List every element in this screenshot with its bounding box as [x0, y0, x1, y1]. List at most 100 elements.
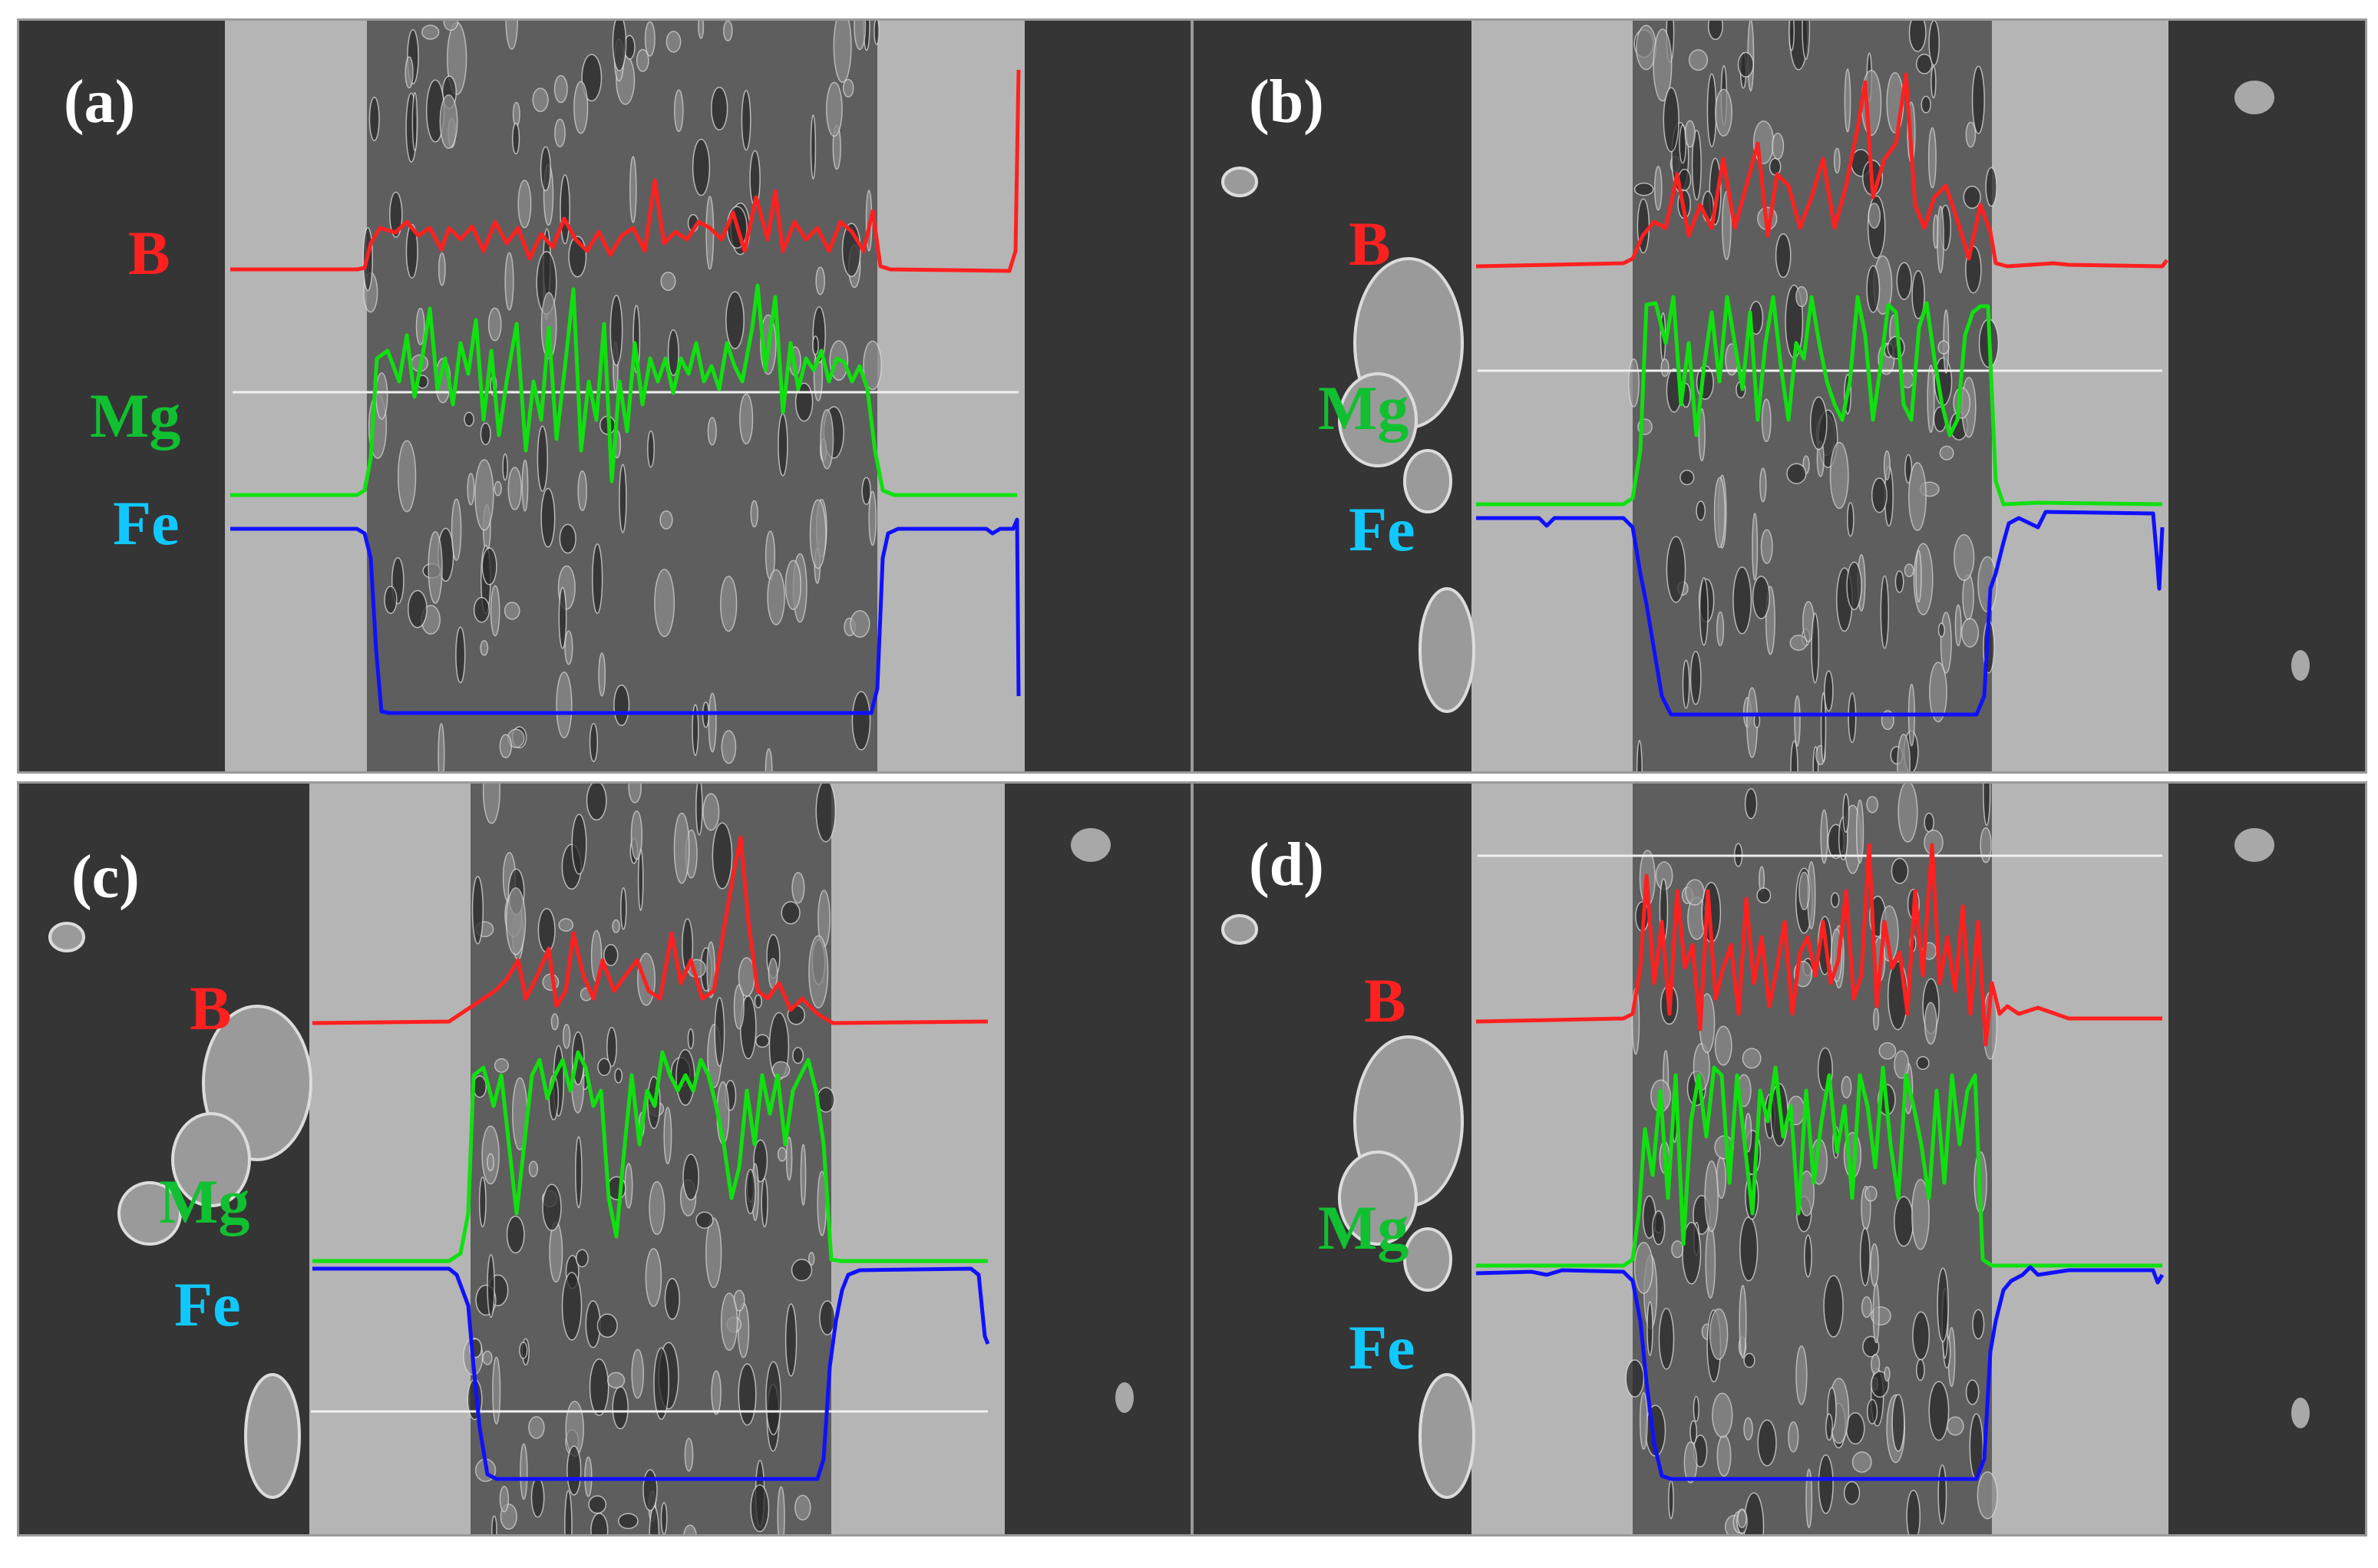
pore	[674, 89, 684, 132]
pore	[660, 272, 676, 291]
pore	[1732, 566, 1752, 635]
pore	[811, 335, 819, 355]
pore	[1658, 1307, 1675, 1370]
pore	[411, 91, 418, 152]
pore	[755, 1034, 770, 1048]
pore	[1897, 733, 1911, 771]
pore	[519, 1342, 528, 1359]
pore	[1809, 396, 1828, 451]
pore	[1761, 398, 1772, 443]
pore	[1833, 147, 1841, 174]
pore	[815, 784, 837, 843]
pore	[1985, 167, 1998, 207]
pore	[619, 464, 627, 533]
pore	[1965, 121, 1977, 148]
pore	[554, 118, 566, 148]
pore	[771, 1061, 791, 1078]
pore	[428, 531, 443, 604]
pore	[820, 409, 834, 470]
pore	[628, 784, 642, 804]
pore	[1841, 1075, 1852, 1099]
pore	[1737, 1509, 1747, 1529]
mg-label: Mg	[1318, 373, 1409, 443]
pore	[556, 672, 573, 738]
fe-label: Fe	[113, 488, 179, 558]
pore	[1820, 692, 1827, 763]
pore	[1928, 1381, 1950, 1441]
pore	[684, 1438, 694, 1472]
pore	[451, 498, 462, 561]
pore	[723, 21, 733, 41]
pore	[490, 585, 500, 637]
pore	[854, 21, 867, 51]
pore	[491, 1515, 497, 1534]
pore	[1924, 812, 1934, 833]
pore	[1861, 69, 1882, 136]
pore	[637, 848, 644, 912]
pore	[1752, 576, 1771, 619]
pore	[1825, 1413, 1833, 1441]
pore	[1722, 190, 1732, 260]
pore	[1960, 618, 1980, 648]
pore	[1759, 467, 1767, 503]
pore	[631, 1348, 644, 1399]
pore	[389, 191, 403, 238]
pore	[1654, 166, 1663, 211]
pore	[1742, 1048, 1762, 1069]
pore	[1844, 68, 1851, 133]
pore	[562, 1023, 571, 1049]
pore	[861, 477, 871, 506]
pore	[1906, 1490, 1921, 1534]
pore	[1788, 21, 1795, 51]
pore	[1871, 477, 1888, 513]
pore	[504, 601, 520, 620]
pore	[1866, 265, 1881, 313]
pore	[1983, 784, 1991, 827]
panel-b-image: (b) B Mg Fe	[1194, 21, 2365, 771]
pore	[1962, 573, 1974, 621]
debris-particles	[1221, 828, 2310, 1499]
pore	[1908, 21, 1927, 52]
pore	[487, 307, 502, 342]
pore	[1880, 575, 1890, 649]
pore	[785, 1137, 793, 1181]
pore	[711, 1370, 722, 1415]
pore	[630, 810, 643, 860]
pore	[1790, 740, 1798, 771]
pore	[505, 21, 518, 50]
pore	[1691, 129, 1702, 201]
pore	[1743, 1417, 1753, 1441]
pore	[636, 48, 649, 72]
pore	[647, 430, 655, 468]
pore	[532, 87, 549, 112]
pore	[664, 1278, 680, 1320]
pore	[725, 291, 745, 349]
pore	[1843, 1481, 1861, 1505]
pore	[586, 784, 607, 821]
pore	[1829, 441, 1849, 510]
pore	[1739, 1216, 1759, 1282]
pore	[1870, 1371, 1890, 1398]
pore	[1824, 670, 1834, 712]
pore	[1639, 1391, 1648, 1450]
pore	[1788, 1421, 1799, 1453]
pore	[1929, 662, 1947, 723]
pore	[1760, 529, 1773, 564]
mg-trace	[312, 1050, 988, 1263]
b-trace	[1475, 72, 2168, 269]
pore	[504, 252, 514, 311]
fe-trace	[1475, 1265, 2165, 1481]
pore	[553, 74, 568, 104]
pore	[480, 640, 489, 656]
pore	[1663, 87, 1679, 153]
fe-trace	[312, 1266, 990, 1481]
pore	[1769, 157, 1782, 176]
pore	[584, 1456, 593, 1497]
pore	[1743, 1352, 1755, 1368]
pore	[1786, 463, 1807, 484]
pore	[1939, 445, 1954, 460]
pore	[714, 996, 725, 1067]
pore	[1752, 513, 1759, 581]
pore	[502, 453, 508, 481]
pore	[528, 1416, 545, 1439]
